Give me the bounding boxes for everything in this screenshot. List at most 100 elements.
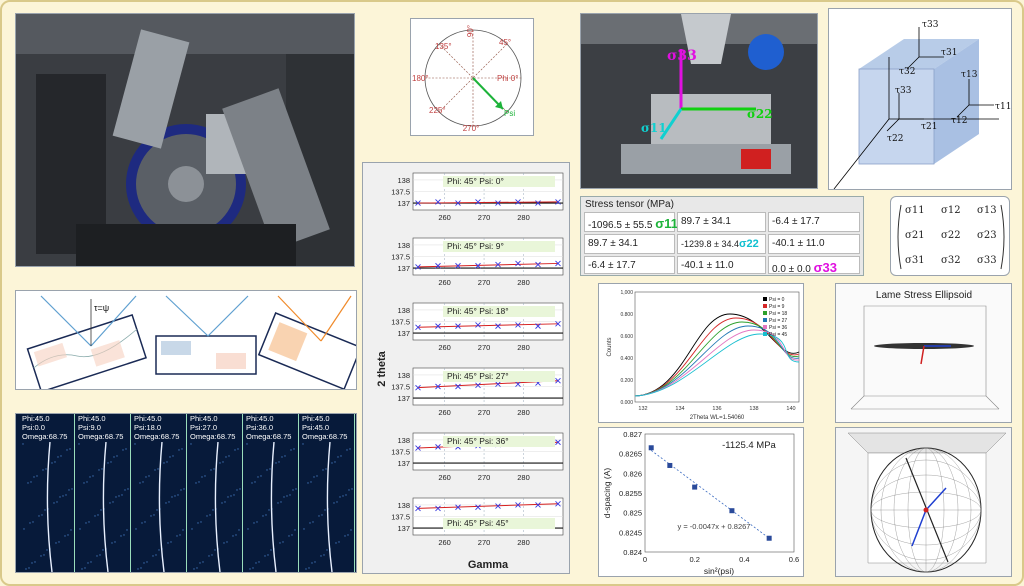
panel-label-bg xyxy=(443,518,555,529)
tensor-cell: 89.7 ± 34.1 xyxy=(584,234,675,254)
noise-dot xyxy=(29,522,31,524)
data-point xyxy=(555,320,561,327)
noise-dot xyxy=(314,561,316,563)
noise-dot xyxy=(86,481,88,483)
noise-dot xyxy=(144,521,146,523)
frame-omega-label: Omega:68.75 xyxy=(134,432,180,441)
noise-dot xyxy=(145,476,147,478)
noise-dot xyxy=(45,468,47,470)
noise-dot xyxy=(195,482,197,484)
noise-dot xyxy=(170,541,172,543)
data-point xyxy=(535,502,541,508)
noise-dot xyxy=(279,542,281,544)
x-tick-label: 270 xyxy=(478,213,491,222)
noise-dot xyxy=(116,455,118,457)
data-point xyxy=(455,323,461,329)
x-tick-label: 280 xyxy=(517,343,530,352)
noise-dot xyxy=(288,535,290,537)
noise-dot xyxy=(89,476,91,478)
y-tick-label: 138 xyxy=(397,501,410,510)
noise-dot xyxy=(100,509,102,511)
panel-label: Phi: 45° Psi: 18° xyxy=(447,306,509,316)
y-tick-label: 0.200 xyxy=(620,378,633,384)
noise-dot xyxy=(153,514,155,516)
noise-dot xyxy=(148,475,150,477)
noise-dot xyxy=(124,489,126,491)
noise-dot xyxy=(23,528,25,530)
noise-dot xyxy=(293,448,295,450)
plot-area xyxy=(644,433,795,553)
y-tick-label: 0.400 xyxy=(620,356,633,362)
noise-dot xyxy=(142,481,144,483)
y-tick-label: 0.8265 xyxy=(619,450,642,459)
diffraction-ring xyxy=(22,442,73,572)
panel-label-bg xyxy=(443,371,555,382)
panel-label: Phi: 45° Psi: 0° xyxy=(447,176,504,186)
noise-dot xyxy=(113,456,115,458)
noise-dot xyxy=(262,515,264,517)
noise-dot xyxy=(71,488,73,490)
legend-swatch xyxy=(763,311,767,315)
data-point xyxy=(415,505,421,512)
noise-dot xyxy=(90,561,92,563)
legend-swatch xyxy=(763,332,767,336)
data-point xyxy=(415,445,421,451)
noise-dot xyxy=(27,482,29,484)
noise-dot xyxy=(155,554,157,556)
data-point xyxy=(415,264,421,270)
data-point xyxy=(435,383,441,390)
noise-dot xyxy=(226,541,228,543)
data-point xyxy=(435,444,441,450)
panel-label: Phi: 45° Psi: 9° xyxy=(447,241,504,251)
matrix-cell: σ11 xyxy=(905,205,925,216)
data-point xyxy=(515,322,521,328)
noise-dot xyxy=(179,534,181,536)
noise-dot xyxy=(346,449,348,451)
noise-dot xyxy=(83,482,85,484)
noise-dot xyxy=(171,496,173,498)
noise-dot xyxy=(347,534,349,536)
noise-dot xyxy=(277,502,279,504)
noise-dot xyxy=(120,535,122,537)
data-point xyxy=(495,323,501,329)
noise-dot xyxy=(150,515,152,517)
data-point xyxy=(475,504,481,511)
noise-dot xyxy=(342,495,344,497)
data-point xyxy=(515,260,521,267)
noise-dot xyxy=(321,514,323,516)
noise-dot xyxy=(331,462,333,464)
diffraction-ring xyxy=(134,442,185,572)
noise-dot xyxy=(166,461,168,463)
ellipsoid-title: Lame Stress Ellipsoid xyxy=(876,290,972,301)
noise-dot xyxy=(201,476,203,478)
gamma-panel: 138 137.5 137 260 270 280 Phi: 45° Psi: 18° xyxy=(391,302,564,352)
x-tick-label: 0.4 xyxy=(739,555,749,564)
data-point xyxy=(515,199,521,205)
noise-dot xyxy=(324,509,326,511)
y-tick-label: 138 xyxy=(397,436,410,445)
detector-frame: Phi:45.0 Psi:36.0 Omega:68.75 xyxy=(244,414,299,572)
x-tick-label: 280 xyxy=(517,278,530,287)
tensor-cell: 0.0 ± 0.0 σ33 xyxy=(768,256,860,275)
y-tick-label: 138 xyxy=(397,176,410,185)
noise-dot xyxy=(210,469,212,471)
legend-entry: Psi = 0 xyxy=(769,297,785,303)
y-tick-label: 0.000 xyxy=(620,400,633,406)
panel-label-bg xyxy=(443,306,555,317)
diffraction-ring xyxy=(246,442,297,572)
noise-dot xyxy=(107,462,109,464)
tau-label: τ13 xyxy=(961,70,978,80)
noise-dot xyxy=(204,475,206,477)
ring-arc xyxy=(158,442,165,572)
y-axis-label: Counts xyxy=(607,337,613,356)
x-tick-label: 280 xyxy=(517,213,530,222)
noise-dot xyxy=(246,443,248,445)
noise-dot xyxy=(349,448,351,450)
x-tick-label: 260 xyxy=(438,408,451,417)
noise-dot xyxy=(224,501,226,503)
noise-dot xyxy=(254,481,256,483)
legend-entry: Psi = 27 xyxy=(769,318,787,324)
grain-diffraction-diagram: τ=ψ xyxy=(15,290,357,390)
chart-title: -1125.4 MPa xyxy=(722,440,776,451)
angle-label: Phi 0° xyxy=(497,74,518,83)
